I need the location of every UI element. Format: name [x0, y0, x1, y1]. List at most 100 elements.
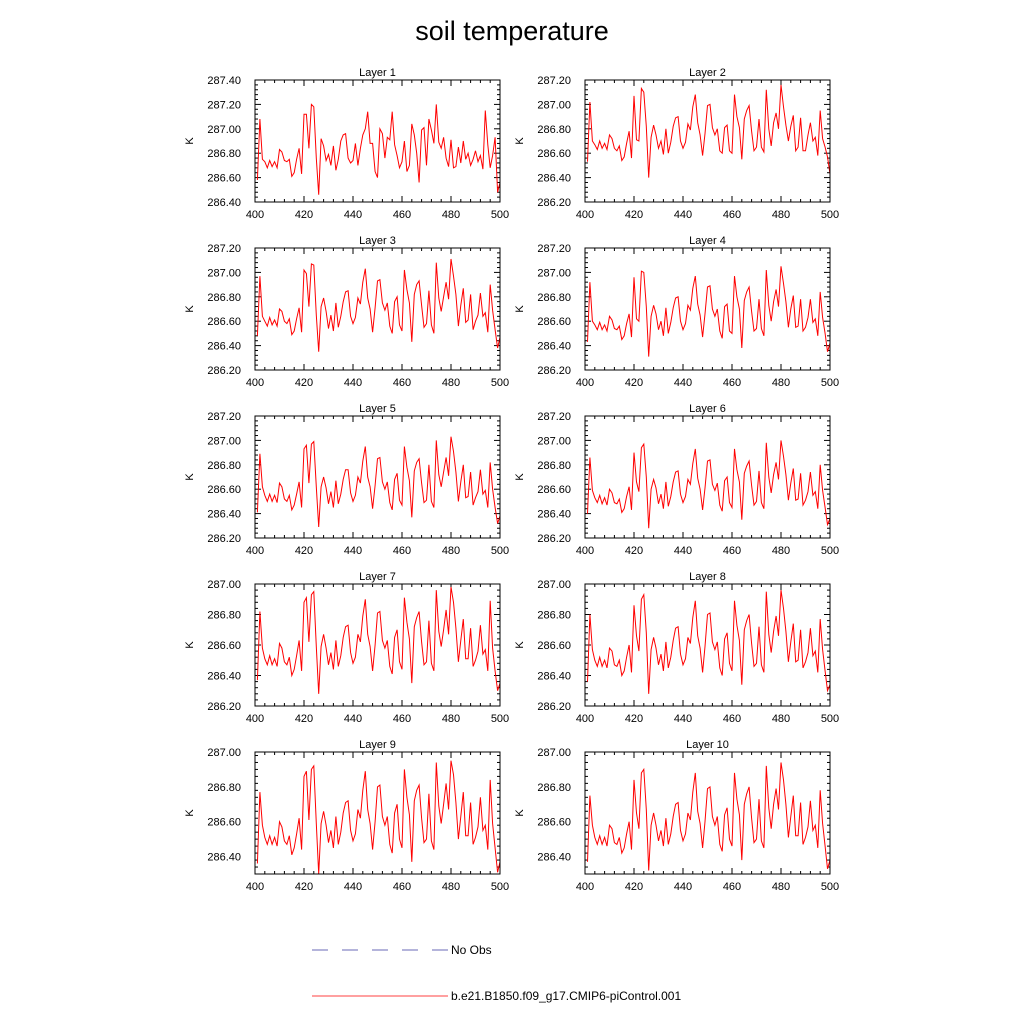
x-tick-label: 420: [295, 545, 313, 557]
y-tick-label: 287.00: [537, 747, 571, 759]
y-tick-label: 287.00: [207, 267, 241, 279]
y-tick-label: 286.60: [537, 148, 571, 160]
x-tick-label: 480: [442, 545, 460, 557]
panel-title: Layer 1: [359, 67, 396, 79]
x-tick-label: 400: [576, 881, 594, 893]
y-tick-label: 287.20: [537, 243, 571, 255]
y-tick-label: 286.80: [537, 610, 571, 622]
y-tick-label: 286.80: [207, 460, 241, 472]
plot-frame: [584, 79, 831, 203]
y-tick-label: 286.40: [537, 852, 571, 864]
panel-title: Layer 4: [689, 235, 726, 247]
x-tick-label: 500: [821, 713, 839, 725]
y-tick-label: 286.80: [537, 124, 571, 136]
y-tick-label: 286.60: [207, 173, 241, 185]
x-tick-label: 460: [393, 881, 411, 893]
x-tick-label: 420: [625, 713, 643, 725]
y-axis-label: K: [184, 305, 196, 313]
y-axis-label: K: [514, 641, 526, 649]
x-tick-label: 420: [295, 881, 313, 893]
x-tick-label: 460: [393, 713, 411, 725]
x-tick-label: 500: [491, 377, 509, 389]
y-axis-label: K: [514, 305, 526, 313]
series-line: [256, 760, 501, 875]
series-line: [256, 586, 501, 694]
panel-layer-3: Layer 3 K 400 420 440 460 480 500 286.20 286.40 28…: [184, 235, 509, 389]
panel-layer-5: Layer 5 K 400 420 440 460 480 500 286.20 286.40 28…: [184, 403, 509, 557]
y-axis-label: K: [184, 641, 196, 649]
y-tick-label: 286.60: [537, 817, 571, 829]
plot-frame: [254, 751, 501, 875]
x-tick-label: 440: [344, 377, 362, 389]
x-tick-label: 400: [246, 713, 264, 725]
panel-title: Layer 9: [359, 739, 396, 751]
plot-frame: [254, 79, 501, 203]
x-tick-label: 480: [772, 377, 790, 389]
x-tick-label: 500: [821, 881, 839, 893]
x-tick-label: 400: [246, 209, 264, 221]
series-line: [587, 84, 831, 178]
x-tick-label: 480: [772, 545, 790, 557]
y-tick-label: 287.00: [207, 579, 241, 591]
y-tick-label: 286.40: [537, 173, 571, 185]
panel-title: Layer 2: [689, 67, 726, 79]
y-tick-label: 287.00: [537, 99, 571, 111]
panel-title: Layer 3: [359, 235, 396, 247]
y-tick-label: 287.00: [207, 435, 241, 447]
figure-title: soil temperature: [415, 16, 609, 46]
y-tick-label: 286.20: [537, 365, 571, 377]
x-tick-label: 400: [246, 545, 264, 557]
y-axis-label: K: [184, 473, 196, 481]
y-tick-label: 286.40: [537, 671, 571, 683]
panel-layer-4: Layer 4 K 400 420 440 460 480 500 286.20 286.40 28…: [514, 235, 839, 389]
x-tick-label: 460: [723, 713, 741, 725]
x-tick-label: 440: [344, 545, 362, 557]
panel-title: Layer 7: [359, 571, 396, 583]
x-tick-label: 500: [821, 209, 839, 221]
panel-title: Layer 5: [359, 403, 396, 415]
x-tick-label: 440: [674, 209, 692, 221]
panel-layer-7: Layer 7 K 400 420 440 460 480 500 286.20 286.40 28…: [184, 571, 509, 725]
x-tick-label: 440: [344, 209, 362, 221]
y-tick-label: 286.20: [537, 197, 571, 209]
y-tick-label: 286.60: [207, 817, 241, 829]
series-line: [587, 440, 831, 529]
x-tick-label: 420: [625, 881, 643, 893]
x-tick-label: 420: [625, 377, 643, 389]
y-tick-label: 286.60: [207, 484, 241, 496]
x-tick-label: 440: [344, 881, 362, 893]
y-tick-label: 286.80: [537, 460, 571, 472]
y-axis-label: K: [514, 137, 526, 145]
y-tick-label: 287.20: [537, 411, 571, 423]
panel-layer-1: Layer 1 K 400 420 440 460 480 500 286.40 286.60 28…: [184, 67, 509, 221]
x-tick-label: 500: [491, 881, 509, 893]
x-tick-label: 420: [295, 209, 313, 221]
x-tick-label: 440: [674, 881, 692, 893]
plot-frame: [584, 247, 831, 371]
y-tick-label: 286.80: [537, 292, 571, 304]
y-tick-label: 286.20: [537, 533, 571, 545]
x-tick-label: 500: [491, 209, 509, 221]
series-line: [587, 762, 831, 871]
x-tick-label: 500: [491, 713, 509, 725]
x-tick-label: 480: [772, 209, 790, 221]
x-tick-label: 480: [442, 209, 460, 221]
series-line: [256, 258, 501, 352]
x-tick-label: 460: [723, 881, 741, 893]
y-tick-label: 286.80: [207, 782, 241, 794]
y-tick-label: 286.40: [207, 509, 241, 521]
x-tick-label: 440: [344, 713, 362, 725]
y-axis-label: K: [514, 809, 526, 817]
y-tick-label: 286.80: [537, 782, 571, 794]
x-tick-label: 460: [393, 209, 411, 221]
series-line: [256, 436, 501, 528]
x-tick-label: 460: [393, 545, 411, 557]
y-tick-label: 286.20: [537, 701, 571, 713]
y-tick-label: 286.40: [537, 341, 571, 353]
y-tick-label: 287.20: [207, 411, 241, 423]
y-tick-label: 287.20: [207, 243, 241, 255]
plot-frame: [254, 247, 501, 371]
y-tick-label: 286.40: [207, 341, 241, 353]
series-line: [587, 266, 831, 357]
panel-layer-2: Layer 2 K 400 420 440 460 480 500 286.20 286.40 28…: [514, 67, 839, 221]
